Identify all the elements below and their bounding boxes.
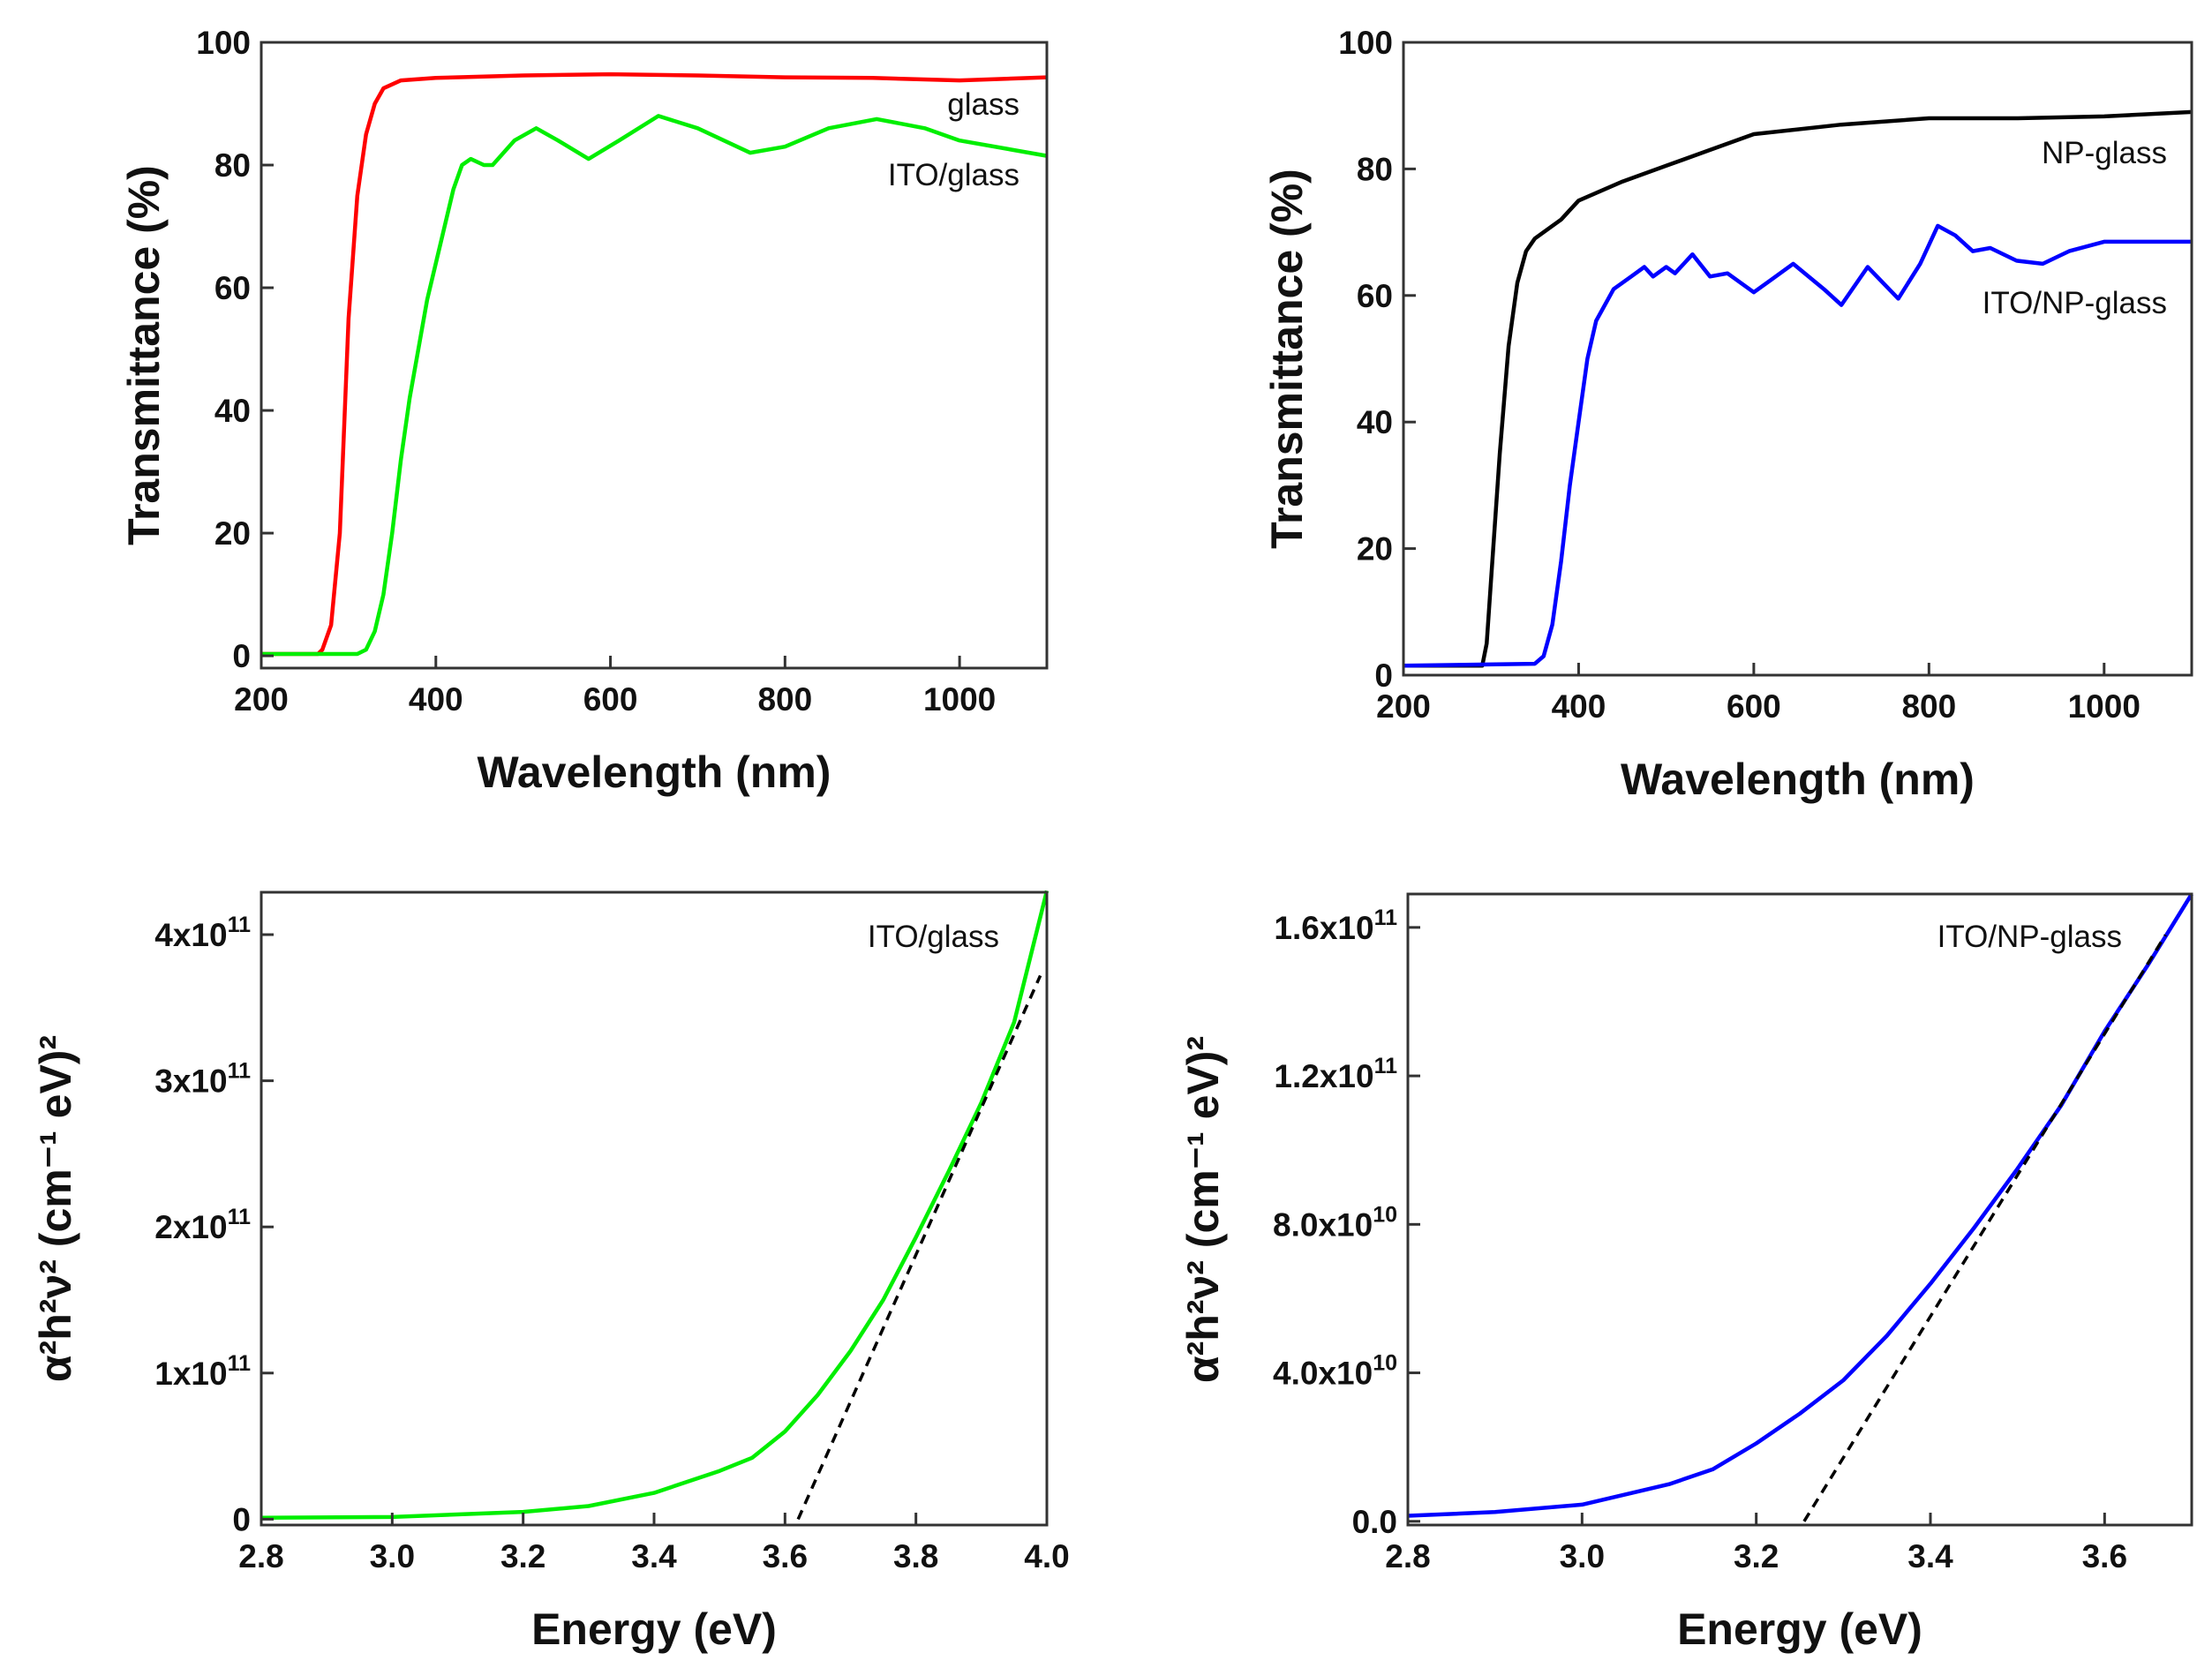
y-axis-label: α²h²ν² (cm⁻¹ eV)² bbox=[1178, 1036, 1228, 1383]
y-tick-label: 1x1011 bbox=[154, 1351, 251, 1392]
x-tick-label: 2.8 bbox=[238, 1538, 283, 1574]
x-tick-label: 400 bbox=[409, 681, 463, 718]
x-tick-label: 1000 bbox=[2068, 688, 2141, 725]
x-tick-label: 3.2 bbox=[1734, 1538, 1779, 1574]
x-axis-label: Wavelength (nm) bbox=[1621, 755, 1975, 804]
plot-frame bbox=[1406, 892, 2193, 1527]
y-axis-label: Transmittance (%) bbox=[119, 165, 169, 545]
series-annotation: glass bbox=[947, 87, 1019, 122]
y-tick-label: 100 bbox=[196, 25, 251, 61]
y-tick-label: 60 bbox=[214, 270, 251, 306]
series-line-ito-glass bbox=[261, 114, 1048, 657]
y-tick-label: 60 bbox=[1357, 278, 1393, 314]
x-tick-label: 4.0 bbox=[1024, 1538, 1069, 1574]
y-tick-label: 0.0 bbox=[1352, 1504, 1397, 1540]
y-axis-label: Transmittance (%) bbox=[1262, 169, 1312, 549]
series-line-ito-glass bbox=[260, 890, 1050, 1520]
series-line-np-glass bbox=[1403, 109, 2193, 668]
series-line-linear-fit bbox=[1802, 934, 2167, 1522]
y-tick-label: 3x1011 bbox=[154, 1059, 251, 1100]
y-tick-label: 2x1011 bbox=[154, 1205, 251, 1245]
y-tick-label: 1.2x1011 bbox=[1274, 1054, 1397, 1094]
x-tick-label: 400 bbox=[1552, 688, 1606, 725]
x-tick-label: 3.8 bbox=[893, 1538, 938, 1574]
y-tick-label: 20 bbox=[1357, 531, 1393, 567]
series-annotation: ITO/glass bbox=[888, 158, 1019, 192]
series-line-glass bbox=[261, 71, 1048, 657]
y-tick-label: 40 bbox=[214, 393, 251, 429]
chart-panel-top-right: 200 400 600 800 1000 0 20 40 60 80 100 Wavelength (… bbox=[1262, 25, 2193, 804]
y-axis-label: α²h²ν² (cm⁻¹ eV)² bbox=[31, 1035, 80, 1382]
x-tick-label: 3.4 bbox=[631, 1538, 677, 1574]
x-tick-label: 800 bbox=[757, 681, 812, 718]
series-annotation: NP-glass bbox=[2042, 136, 2167, 170]
series-annotation: ITO/NP-glass bbox=[1983, 286, 2167, 320]
plot-frame bbox=[1402, 41, 2193, 677]
y-tick-label: 0 bbox=[232, 1501, 251, 1537]
x-tick-label: 200 bbox=[234, 681, 289, 718]
plot-frame bbox=[260, 41, 1049, 670]
y-tick-label: 100 bbox=[1338, 25, 1393, 61]
y-tick-label: 4x1011 bbox=[154, 913, 251, 953]
x-tick-label: 3.0 bbox=[370, 1538, 415, 1574]
x-axis-label: Energy (eV) bbox=[531, 1604, 777, 1654]
x-axis-label: Energy (eV) bbox=[1677, 1604, 1922, 1654]
y-tick-label: 0 bbox=[232, 638, 251, 674]
x-tick-label: 3.4 bbox=[1907, 1538, 1953, 1574]
y-tick-label: 1.6x1011 bbox=[1274, 905, 1397, 946]
x-tick-label: 800 bbox=[1901, 688, 1956, 725]
series-line-ito-np-glass bbox=[1407, 892, 2193, 1518]
y-tick-label: 0 bbox=[1374, 657, 1393, 694]
y-tick-label: 4.0x1010 bbox=[1273, 1351, 1397, 1392]
chart-panel-bottom-right: 2.8 3.0 3.2 3.4 3.6 0.0 4.0x1010 8.0x1010 1.2x10… bbox=[1178, 892, 2193, 1654]
y-tick-label: 80 bbox=[1357, 151, 1393, 187]
x-axis-label: Wavelength (nm) bbox=[478, 748, 831, 797]
y-tick-label: 20 bbox=[214, 515, 251, 552]
y-tick-label: 40 bbox=[1357, 404, 1393, 440]
chart-panel-bottom-left: 2.8 3.0 3.2 3.4 3.6 3.8 4.0 0 1x1011 2x1011 3x1011… bbox=[31, 890, 1070, 1654]
series-line-linear-fit bbox=[796, 974, 1042, 1521]
x-tick-label: 600 bbox=[583, 681, 638, 718]
x-tick-label: 3.6 bbox=[2082, 1538, 2127, 1574]
x-tick-label: 200 bbox=[1376, 688, 1431, 725]
series-annotation: ITO/glass bbox=[868, 920, 999, 954]
x-tick-label: 2.8 bbox=[1385, 1538, 1430, 1574]
x-tick-label: 3.0 bbox=[1560, 1538, 1605, 1574]
series-annotation: ITO/NP-glass bbox=[1937, 920, 2122, 954]
x-tick-label: 3.2 bbox=[500, 1538, 545, 1574]
x-tick-label: 600 bbox=[1727, 688, 1781, 725]
y-tick-label: 8.0x1010 bbox=[1273, 1202, 1397, 1243]
x-tick-label: 3.6 bbox=[763, 1538, 808, 1574]
series-line-ito-np-glass bbox=[1403, 223, 2192, 668]
y-tick-label: 80 bbox=[214, 147, 251, 184]
chart-panel-top-left: 200 400 600 800 1000 0 20 40 60 80 100 Wavelength (… bbox=[119, 25, 1049, 797]
x-tick-label: 1000 bbox=[923, 681, 996, 718]
